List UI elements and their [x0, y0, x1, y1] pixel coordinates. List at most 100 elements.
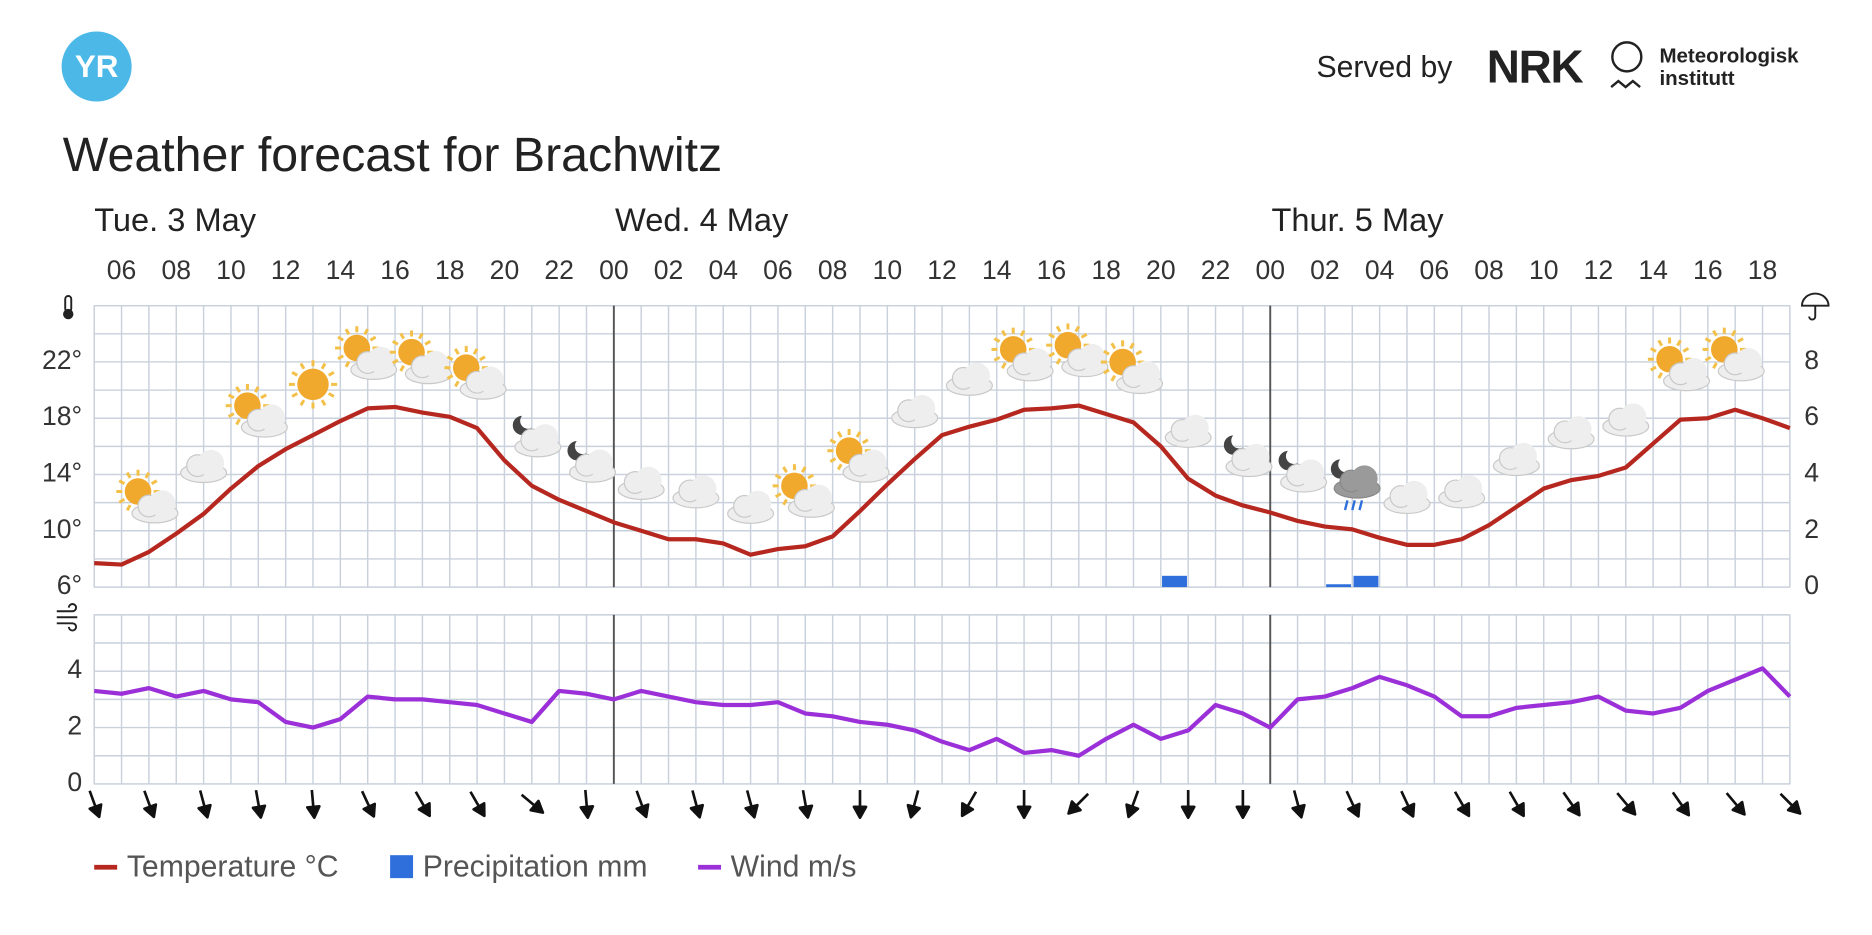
sun-ray	[479, 355, 486, 362]
sun-ray	[993, 355, 1001, 362]
sun-ray	[1001, 362, 1007, 369]
sun-ray	[144, 471, 151, 479]
sun-ray	[299, 362, 306, 370]
sun-ray	[1737, 337, 1744, 343]
legend-label: Precipitation mm	[423, 850, 648, 883]
thermometer-icon	[63, 295, 74, 320]
sun-ray	[125, 504, 132, 512]
sun-ray	[454, 348, 460, 355]
met-name: Meteorologisk	[1659, 44, 1799, 67]
y2-tick-label: 6	[1804, 401, 1819, 431]
wind-arrow	[1291, 790, 1306, 819]
wind-arrow	[635, 790, 650, 819]
rain-drop	[1351, 500, 1356, 511]
x-tick-label: 00	[599, 255, 629, 285]
cloud	[1455, 475, 1483, 502]
sun-ray	[1048, 351, 1056, 358]
cloud	[635, 466, 662, 494]
wind-arrow	[305, 789, 321, 820]
met-logo	[1611, 41, 1643, 73]
sun-ray	[1712, 329, 1718, 337]
wind-arrow	[852, 789, 868, 820]
wind-arrow	[1508, 791, 1525, 818]
cloud	[531, 424, 559, 451]
cloud	[1297, 459, 1325, 486]
sun-ray	[1704, 355, 1712, 362]
cloud	[1182, 414, 1209, 442]
wind-line	[93, 666, 1792, 758]
sun-ray	[399, 365, 405, 372]
x-tick-label: 18	[435, 255, 465, 285]
weather-symbol	[1278, 450, 1328, 493]
wind-arrow	[1400, 790, 1416, 818]
wind-arrow	[1067, 792, 1090, 815]
sun-ray	[291, 370, 299, 377]
x-tick-label: 14	[1638, 255, 1668, 285]
wind-arrow	[960, 791, 978, 818]
sun-ray	[1676, 339, 1682, 347]
wind-arrow	[798, 789, 814, 819]
cloud	[422, 351, 449, 378]
sun-ray	[807, 473, 815, 480]
wind-tick-label: 0	[67, 767, 82, 797]
sun-ray	[391, 340, 399, 346]
weather-symbol	[116, 469, 179, 524]
sun-ray	[1110, 342, 1117, 350]
weather-symbol	[672, 475, 720, 509]
x-tick-label: 06	[107, 255, 137, 285]
x-tick-label: 10	[873, 255, 903, 285]
temperature-line	[94, 403, 1791, 567]
sun-ray	[1001, 329, 1007, 337]
cloud	[859, 449, 887, 477]
weather-symbol	[945, 362, 993, 396]
x-tick-label: 10	[1529, 255, 1559, 285]
sun-ray	[993, 337, 1001, 343]
wind-arrow	[1725, 792, 1746, 816]
weather-symbol	[1383, 480, 1431, 515]
cloud	[1510, 442, 1537, 470]
sun-ray	[320, 362, 327, 370]
weather-symbol	[389, 330, 452, 385]
wind-arrow	[1616, 792, 1637, 816]
cloud	[197, 449, 225, 477]
cloud	[477, 366, 504, 394]
sun-ray	[472, 348, 479, 355]
served-by: Served by	[1316, 51, 1453, 84]
sun-ray	[1110, 374, 1117, 382]
sun-ray	[782, 466, 788, 474]
sun-ray	[260, 393, 268, 400]
sun-ray	[320, 399, 327, 407]
plot-frame	[93, 305, 1791, 588]
legend-swatch	[390, 855, 414, 879]
sun-ray	[1026, 337, 1033, 343]
precipitation-bar	[1326, 584, 1352, 588]
wind-arrow	[520, 793, 545, 814]
sun-ray	[1657, 372, 1664, 379]
cloud	[1078, 343, 1106, 371]
wind-arrow	[1453, 791, 1471, 818]
x-tick-label: 12	[271, 255, 301, 285]
y-tick-label: 10°	[42, 514, 82, 544]
sun-ray	[836, 463, 843, 471]
x-tick-label: 06	[1420, 255, 1450, 285]
wind-arrow	[1016, 789, 1032, 820]
sun-ray	[1730, 329, 1737, 337]
logo: YR	[75, 49, 119, 84]
sun-ray	[1712, 362, 1718, 369]
x-tick-label: 12	[1584, 255, 1614, 285]
sun-ray	[1080, 332, 1088, 339]
wind-arrow	[689, 790, 704, 819]
sun-ray	[369, 335, 377, 342]
y-tick-label: 14°	[42, 458, 82, 488]
sun-ray	[454, 380, 460, 388]
y-tick-label: 18°	[42, 401, 82, 431]
sun-ray	[227, 393, 235, 400]
sun-ray	[1650, 365, 1657, 372]
sun-ray	[424, 340, 432, 346]
weather-symbol	[335, 326, 398, 380]
wind-arrow	[579, 789, 595, 820]
legend-label: Temperature °C	[127, 850, 339, 883]
sun-ray	[1019, 329, 1026, 337]
x-tick-label: 04	[1365, 255, 1395, 285]
